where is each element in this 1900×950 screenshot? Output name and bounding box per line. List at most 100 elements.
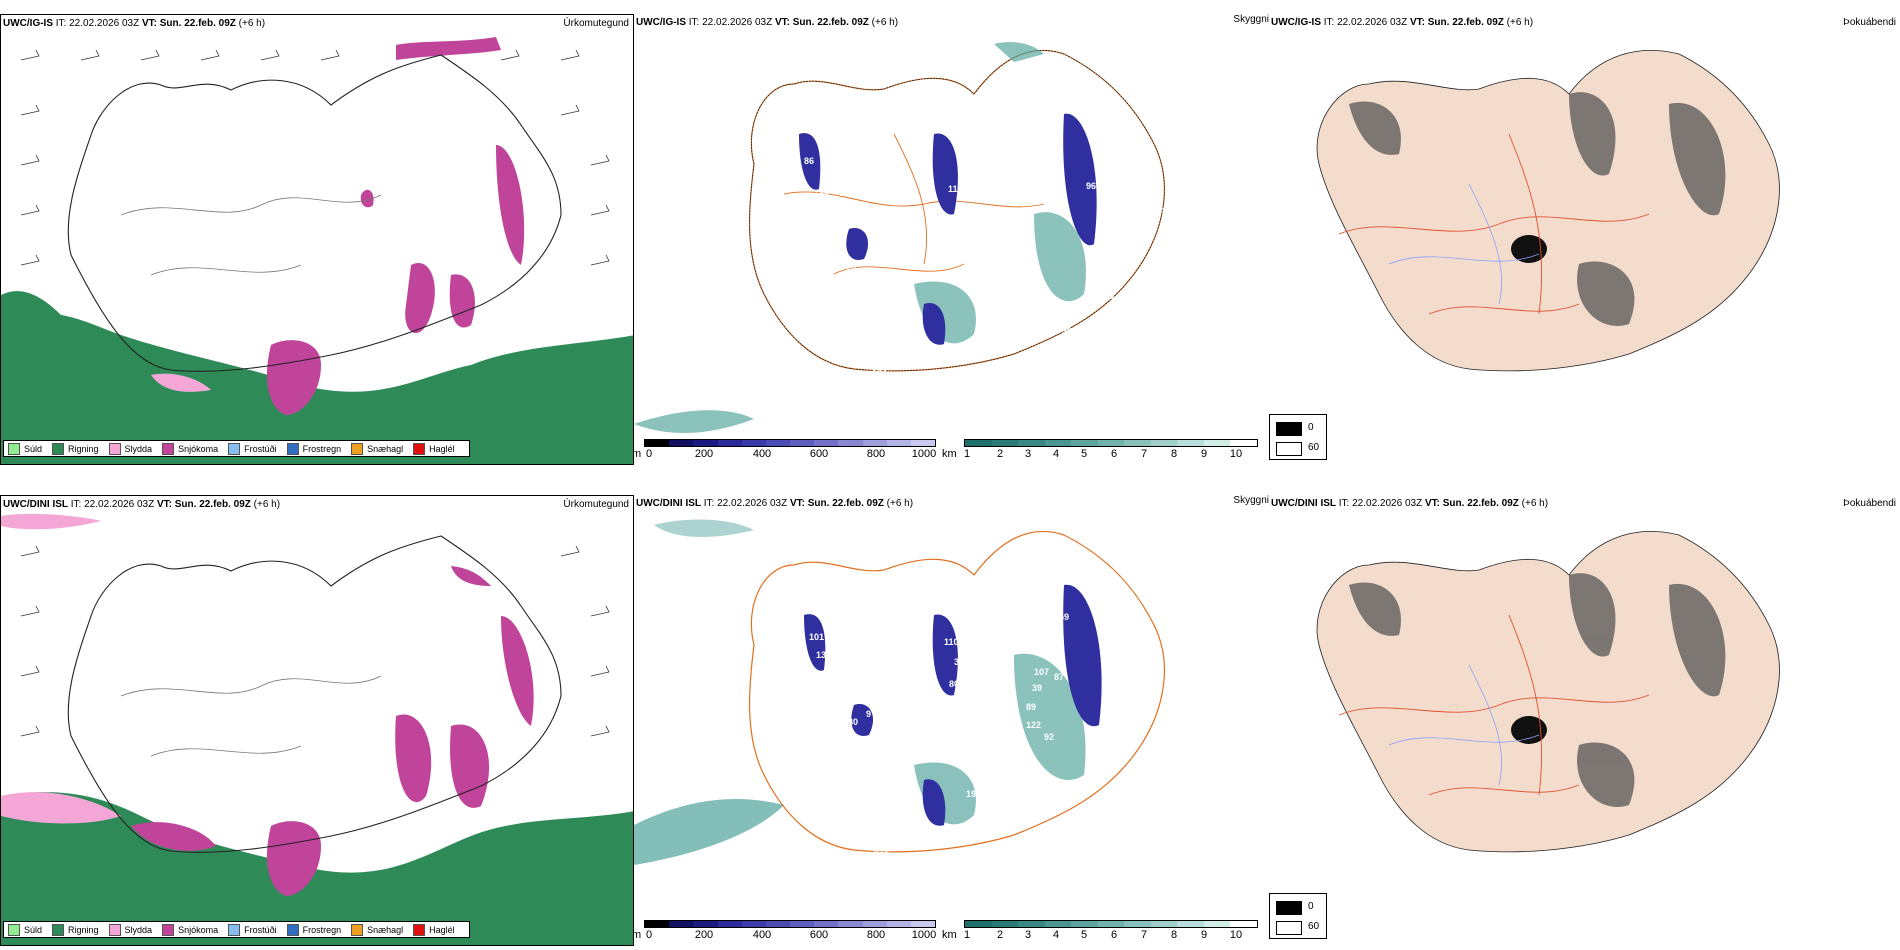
precip-header-top: UWC/IG-IS IT: 22.02.2026 03Z VT: Sun. 22… bbox=[3, 18, 266, 29]
ceiling-label: 87 bbox=[1054, 672, 1064, 682]
tick-label: 6 bbox=[1110, 448, 1118, 460]
ceiling-label: 232 bbox=[936, 867, 951, 877]
ceiling-label: 133 bbox=[814, 191, 829, 201]
visibility-title-top: Skyggni bbox=[1233, 14, 1269, 25]
fog-map-bottom bbox=[1316, 531, 1780, 853]
legend-item: Slydda bbox=[108, 923, 152, 936]
fog-map-top bbox=[1316, 50, 1780, 372]
tick-label: 8 bbox=[1170, 448, 1178, 460]
fog-header-top: UWC/IG-IS IT: 22.02.2026 03Z VT: Sun. 22… bbox=[1271, 17, 1534, 28]
ceiling-label: 68 bbox=[1154, 186, 1164, 196]
legend-item: Snæhagl bbox=[351, 923, 403, 936]
ceiling-label: 101 bbox=[809, 632, 824, 642]
ceiling-label: 75 bbox=[1044, 645, 1054, 655]
precip-header-bottom: UWC/DINI ISL IT: 22.02.2026 03Z VT: Sun.… bbox=[3, 499, 281, 510]
ceiling-label: 13 bbox=[962, 278, 972, 288]
ceiling-label: 89 bbox=[934, 247, 944, 257]
visibility-header-bottom: UWC/DINI ISL IT: 22.02.2026 03Z VT: Sun.… bbox=[636, 498, 914, 509]
fog-panel-top: UWC/IG-IS IT: 22.02.2026 03Z VT: Sun. 22… bbox=[1269, 14, 1900, 465]
precip-legend-top: Súld Rigning Slydda Snjókoma Frostúði Fr… bbox=[3, 440, 470, 457]
wind-barbs-bottom bbox=[20, 545, 610, 737]
tick-label: 8 bbox=[1170, 929, 1178, 941]
fog-title-top: Þokuábendi bbox=[1843, 17, 1896, 28]
precip-panel-bottom: UWC/DINI ISL IT: 22.02.2026 03Z VT: Sun.… bbox=[0, 495, 634, 946]
tick-label: 0 bbox=[645, 929, 653, 941]
legend-item: Snjókoma bbox=[162, 442, 218, 455]
tick-label: 2 bbox=[996, 929, 1004, 941]
tick-label: 4 bbox=[1052, 448, 1060, 460]
legend-item: Snjókoma bbox=[162, 923, 218, 936]
ceiling-label: 47 bbox=[986, 582, 996, 592]
fog-panel-bottom: UWC/DINI ISL IT: 22.02.2026 03Z VT: Sun.… bbox=[1269, 495, 1900, 946]
legend-item: Súld bbox=[8, 442, 42, 455]
tick-label: 400 bbox=[752, 929, 772, 941]
tick-label: 600 bbox=[809, 448, 829, 460]
ceiling-label: 102 bbox=[1104, 238, 1119, 248]
ceiling-label: 59 bbox=[1059, 612, 1069, 622]
ceiling-label: 122 bbox=[1026, 720, 1041, 730]
tick-label: 7 bbox=[1140, 929, 1148, 941]
ceiling-labels-top: 86 10 99 133 123 75 18 89 13 117 94 52 5… bbox=[804, 126, 1172, 384]
tick-label: 9 bbox=[1200, 929, 1208, 941]
ceiling-label: 17 bbox=[902, 747, 912, 757]
tick-label: 800 bbox=[866, 929, 886, 941]
ceiling-label: 94 bbox=[962, 206, 972, 216]
ceiling-label: 184 bbox=[872, 368, 887, 378]
ceiling-label: 16 bbox=[974, 817, 984, 827]
legend-item: Haglél bbox=[413, 923, 455, 936]
tick-label: 9 bbox=[1200, 448, 1208, 460]
tick-label: 800 bbox=[866, 448, 886, 460]
visibility-unit: km bbox=[942, 929, 957, 941]
ceiling-labels-bottom: 101 130 110 37 80 80 9 108 17 130 191 17… bbox=[809, 582, 1069, 877]
tick-label: 1000 bbox=[911, 448, 937, 460]
ceiling-label: 180 bbox=[1022, 622, 1037, 632]
tick-label: 10 bbox=[1229, 448, 1243, 460]
ceiling-label: 123 bbox=[844, 204, 859, 214]
ceiling-unit: m bbox=[634, 448, 642, 460]
legend-item: Haglél bbox=[413, 442, 455, 455]
tick-label: 3 bbox=[1024, 448, 1032, 460]
ceiling-label: 130 bbox=[954, 739, 969, 749]
visibility-panel-top: 86 10 99 133 123 75 18 89 13 117 94 52 5… bbox=[634, 14, 1269, 465]
ceiling-label: 316 bbox=[1039, 627, 1054, 637]
ceiling-label: 52 bbox=[1092, 126, 1102, 136]
ceiling-label: 89 bbox=[1026, 702, 1036, 712]
visibility-colorbar-top: km 1 2 3 4 5 6 7 8 9 10 bbox=[942, 439, 1258, 465]
visibility-map-top: 86 10 99 133 123 75 18 89 13 117 94 52 5… bbox=[634, 42, 1172, 434]
legend-item: Frostregn bbox=[286, 442, 341, 455]
ceiling-label: 37 bbox=[954, 657, 964, 667]
ceiling-label: 130 bbox=[816, 650, 831, 660]
ceiling-label: 18 bbox=[892, 279, 902, 289]
tick-label: 4 bbox=[1052, 929, 1060, 941]
ceiling-label: 89 bbox=[1162, 206, 1172, 216]
visibility-header-top: UWC/IG-IS IT: 22.02.2026 03Z VT: Sun. 22… bbox=[636, 17, 899, 28]
ceiling-label: 98 bbox=[1104, 291, 1114, 301]
ceiling-label: 899 bbox=[904, 833, 919, 843]
tick-label: 6 bbox=[1110, 929, 1118, 941]
ceiling-label: 107 bbox=[1034, 667, 1049, 677]
visibility-unit: km bbox=[942, 448, 957, 460]
tick-label: 5 bbox=[1080, 929, 1088, 941]
visibility-title-bottom: Skyggni bbox=[1233, 495, 1269, 506]
ceiling-label: 117 bbox=[948, 184, 963, 194]
wind-barbs-top bbox=[20, 49, 610, 266]
ceiling-label: 9 bbox=[866, 709, 871, 719]
ceiling-label: 77 bbox=[1116, 146, 1126, 156]
precip-map-top bbox=[1, 37, 633, 464]
ceiling-label: 108 bbox=[924, 712, 939, 722]
tick-label: 7 bbox=[1140, 448, 1148, 460]
legend-item: Rigning bbox=[52, 923, 99, 936]
ceiling-label: 96 bbox=[1104, 258, 1114, 268]
legend-item: Snæhagl bbox=[351, 442, 403, 455]
precip-title-top: Úrkomutegund bbox=[563, 18, 629, 29]
fog-legend-bottom: 0 60 bbox=[1269, 893, 1327, 939]
tick-label: 600 bbox=[809, 929, 829, 941]
precip-panel-top: UWC/IG-IS IT: 22.02.2026 03Z VT: Sun. 22… bbox=[0, 14, 634, 465]
ceiling-label: 70 bbox=[1090, 276, 1100, 286]
ceiling-label: 86 bbox=[804, 156, 814, 166]
ceiling-label: 176 bbox=[984, 799, 999, 809]
tick-label: 1000 bbox=[911, 929, 937, 941]
ceiling-label: 96 bbox=[1086, 181, 1096, 191]
visibility-colorbar-bottom: km 1 2 3 4 5 6 7 8 9 10 bbox=[942, 920, 1258, 946]
tick-label: 1 bbox=[963, 929, 971, 941]
